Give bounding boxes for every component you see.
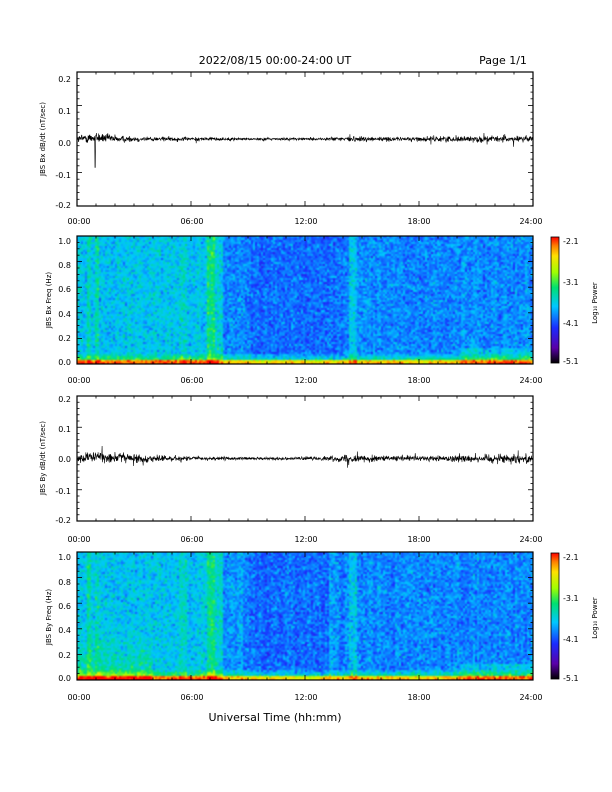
ytick-label: -0.2	[55, 516, 71, 525]
xtick-label: 06:00	[180, 217, 203, 226]
colorbar-tick-label: -3.1	[563, 278, 579, 287]
bx-spectrogram-image	[77, 236, 533, 364]
ytick-label: 0.2	[58, 651, 71, 660]
panel-by-spectrogram: 1.0 0.8 0.6 0.4 0.2 0.0 JBS By Freq (Hz)…	[45, 551, 599, 702]
panel-by-dbdt: 0.2 0.1 0.0 -0.1 -0.2 JBS By dB/dt (nT/s…	[39, 395, 543, 544]
ytick-label: 0.1	[58, 425, 71, 434]
ytick-label: 0.2	[58, 395, 71, 404]
ytick-label: 0.6	[58, 285, 71, 294]
xtick-label: 18:00	[407, 217, 430, 226]
colorbar-tick-label: -2.1	[563, 237, 579, 246]
xtick-label: 00:00	[67, 693, 90, 702]
xtick-label: 12:00	[294, 217, 317, 226]
colorbar-tick-label: -5.1	[563, 357, 579, 366]
xtick-label: 06:00	[180, 693, 203, 702]
trace-line	[76, 445, 534, 468]
panel-by-spectrogram-ticks	[76, 551, 534, 681]
colorbar-tick-label: -2.1	[563, 553, 579, 562]
ytick-label: 0.0	[58, 358, 71, 367]
xtick-label: 12:00	[294, 693, 317, 702]
xtick-label: 18:00	[407, 693, 430, 702]
colorbar-frame	[550, 552, 560, 680]
ytick-label: -0.1	[55, 487, 71, 496]
ytick-label: 0.4	[58, 310, 71, 319]
xtick-label: 24:00	[519, 217, 542, 226]
ytick-label: 0.2	[58, 75, 71, 84]
xtick-label: 00:00	[67, 535, 90, 544]
bx-dbdt-trace	[76, 132, 534, 168]
xtick-label: 24:00	[519, 693, 542, 702]
ytick-label: 0.8	[58, 578, 71, 587]
y-axis-label: JBS By Freq (Hz)	[45, 589, 53, 646]
ytick-label: 0.2	[58, 334, 71, 343]
ytick-label: 0.8	[58, 261, 71, 270]
colorbar	[551, 237, 559, 363]
by-spectrogram-image	[77, 552, 533, 680]
colorbar-label: Log₁₀ Power	[591, 282, 599, 324]
y-axis-label: JBS By dB/dt (nT/sec)	[39, 421, 47, 496]
xtick-label: 24:00	[519, 535, 542, 544]
page-indicator: Page 1/1	[479, 54, 527, 67]
ytick-label: 1.0	[58, 553, 71, 562]
colorbar-frame	[550, 236, 560, 364]
xtick-label: 12:00	[294, 535, 317, 544]
ytick-label: 0.6	[58, 602, 71, 611]
panel-bx-dbdt-ticks	[76, 71, 534, 207]
panel-bx-spectrogram-ticks	[76, 235, 534, 365]
x-axis-title: Universal Time (hh:mm)	[209, 711, 342, 724]
ytick-label: 0.1	[58, 107, 71, 116]
ytick-label: 0.0	[58, 455, 71, 464]
colorbar-tick-label: -4.1	[563, 635, 579, 644]
xtick-label: 12:00	[294, 376, 317, 385]
colorbar	[551, 553, 559, 679]
panel-bx-spectrogram: 1.0 0.8 0.6 0.4 0.2 0.0 JBS Bx Freq (Hz)…	[45, 235, 599, 385]
ytick-label: -0.1	[55, 171, 71, 180]
ytick-label: 0.0	[58, 674, 71, 683]
colorbar-label: Log₁₀ Power	[591, 597, 599, 639]
y-axis-label: JBS Bx dB/dt (nT/sec)	[39, 102, 47, 177]
xtick-label: 18:00	[407, 376, 430, 385]
colorbar-tick-label: -3.1	[563, 594, 579, 603]
y-axis-label: JBS Bx Freq (Hz)	[45, 272, 53, 329]
ytick-label: -0.2	[55, 201, 71, 210]
colorbar-tick-label: -4.1	[563, 319, 579, 328]
figure-title: 2022/08/15 00:00-24:00 UT	[199, 54, 352, 67]
xtick-label: 00:00	[67, 217, 90, 226]
xtick-label: 18:00	[407, 535, 430, 544]
panel-by-dbdt-ticks	[76, 395, 534, 522]
panel-bx-dbdt: 0.2 0.1 0.0 -0.1 -0.2 JBS Bx dB/dt (nT/s…	[39, 71, 543, 226]
xtick-label: 06:00	[180, 376, 203, 385]
ytick-label: 1.0	[58, 237, 71, 246]
ytick-label: 0.0	[58, 139, 71, 148]
ytick-label: 0.4	[58, 626, 71, 635]
xtick-label: 00:00	[67, 376, 90, 385]
xtick-label: 06:00	[180, 535, 203, 544]
xtick-label: 24:00	[519, 376, 542, 385]
colorbar-tick-label: -5.1	[563, 674, 579, 683]
by-dbdt-trace	[76, 445, 534, 468]
trace-line	[76, 132, 534, 168]
